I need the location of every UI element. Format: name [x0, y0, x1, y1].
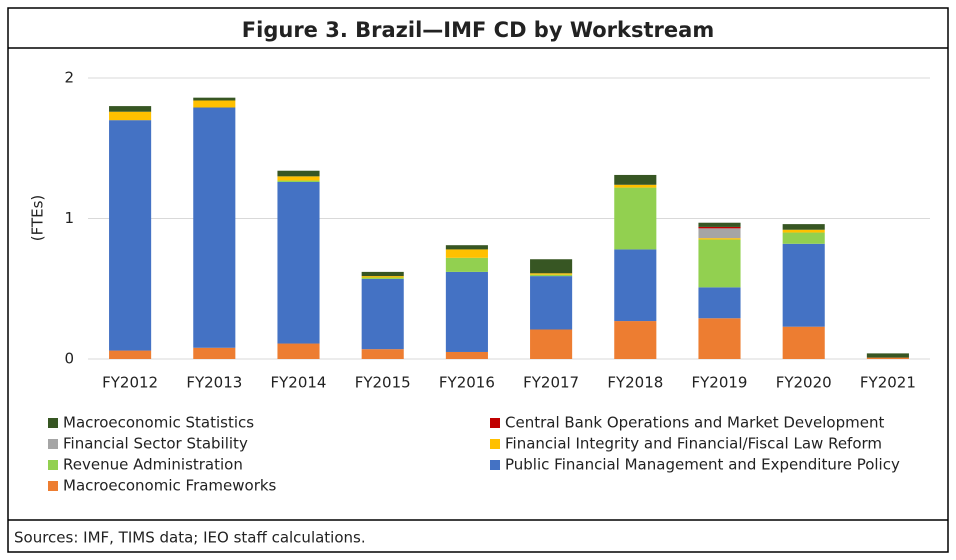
bar-segment — [277, 181, 320, 344]
y-axis-label: (FTEs) — [29, 195, 47, 242]
legend-label: Central Bank Operations and Market Devel… — [505, 414, 884, 432]
source: Sources: IMF, TIMS data; IEO staff calcu… — [14, 529, 366, 547]
bar-segment — [109, 106, 152, 112]
bar-segment — [614, 187, 657, 250]
bar-segment — [698, 228, 741, 239]
bar-segment — [866, 357, 909, 359]
legend-swatch — [490, 418, 500, 428]
x-tick-label: FY2021 — [860, 374, 916, 392]
bar-segment — [445, 271, 488, 352]
chart-title: Figure 3. Brazil—IMF CD by Workstream — [242, 18, 714, 42]
legend-label: Macroeconomic Frameworks — [63, 477, 277, 495]
x-tick-label: FY2016 — [439, 374, 495, 392]
bar-segment — [109, 120, 152, 351]
bar-segment — [698, 238, 741, 240]
bar-segment — [277, 343, 320, 359]
bar-segment — [614, 321, 657, 359]
legend-label: Financial Sector Stability — [63, 435, 248, 453]
legend-label: Revenue Administration — [63, 456, 243, 474]
bar-segment — [277, 176, 320, 181]
x-tick-label: FY2017 — [523, 374, 579, 392]
bar-segment — [361, 349, 404, 359]
legend-swatch — [48, 481, 58, 491]
x-tick-label: FY2015 — [355, 374, 411, 392]
bar-segment — [277, 170, 320, 177]
bar-segment — [445, 351, 488, 359]
bar-segment — [614, 174, 657, 185]
x-tick-label: FY2019 — [692, 374, 748, 392]
bar-segment — [866, 353, 909, 358]
bar-segment — [698, 239, 741, 288]
bar-segment — [530, 273, 573, 275]
y-tick-label: 0 — [64, 350, 74, 368]
bar-segment — [530, 274, 573, 277]
legend-swatch — [48, 418, 58, 428]
legend-label: Macroeconomic Statistics — [63, 414, 254, 432]
bar-segment — [698, 287, 741, 319]
legend-label: Public Financial Management and Expendit… — [505, 456, 900, 474]
bar-segment — [361, 271, 404, 277]
bar-segment — [109, 350, 152, 359]
bar-segment — [361, 277, 404, 279]
bar-segment — [445, 257, 488, 272]
bar-segment — [782, 229, 825, 233]
y-tick-label: 1 — [64, 209, 74, 227]
legend-swatch — [48, 439, 58, 449]
frame — [7, 7, 949, 553]
legend-label: Financial Integrity and Financial/Fiscal… — [505, 435, 882, 453]
legend-swatch — [48, 460, 58, 470]
bar-segment — [530, 276, 573, 330]
legend-swatch — [490, 439, 500, 449]
bar-segment — [445, 245, 488, 250]
bar-segment — [530, 329, 573, 359]
bar-segment — [698, 318, 741, 359]
x-tick-label: FY2020 — [776, 374, 832, 392]
bar-segment — [782, 326, 825, 359]
x-tick-label: FY2018 — [607, 374, 663, 392]
bar-segment — [614, 249, 657, 322]
bar-segment — [782, 224, 825, 230]
bar-segment — [361, 276, 404, 278]
bar-segment — [193, 97, 236, 101]
legend-swatch — [490, 460, 500, 470]
bar-segment — [361, 278, 404, 350]
bar-segment — [109, 111, 152, 121]
bar-segment — [277, 180, 320, 182]
bar-segment — [193, 100, 236, 108]
bar-segment — [614, 184, 657, 188]
bar-segment — [193, 107, 236, 348]
x-tick-label: FY2013 — [186, 374, 242, 392]
bar-segment — [698, 222, 741, 227]
bar-segment — [530, 259, 573, 274]
x-tick-label: FY2014 — [271, 374, 327, 392]
bar-segment — [193, 347, 236, 359]
bar-segment — [782, 232, 825, 244]
x-tick-label: FY2012 — [102, 374, 158, 392]
bar-segment — [698, 226, 741, 229]
bar-segment — [782, 243, 825, 327]
bar-segment — [445, 249, 488, 258]
y-tick-label: 2 — [64, 69, 74, 87]
